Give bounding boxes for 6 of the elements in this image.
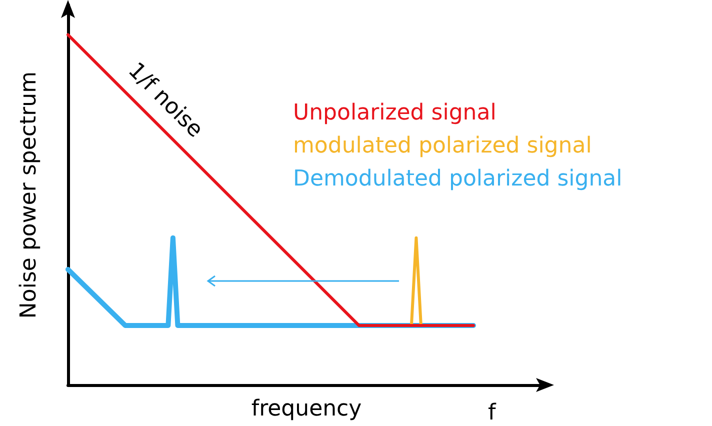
text: f	[488, 400, 497, 426]
text: modulated polarized signal	[293, 134, 592, 158]
text: Demodulated polarized signal	[293, 166, 622, 192]
x-axis-title: frequency	[251, 396, 362, 422]
y-axis-title: Noise power spectrum	[16, 71, 42, 319]
text: Unpolarized signal	[293, 100, 496, 126]
